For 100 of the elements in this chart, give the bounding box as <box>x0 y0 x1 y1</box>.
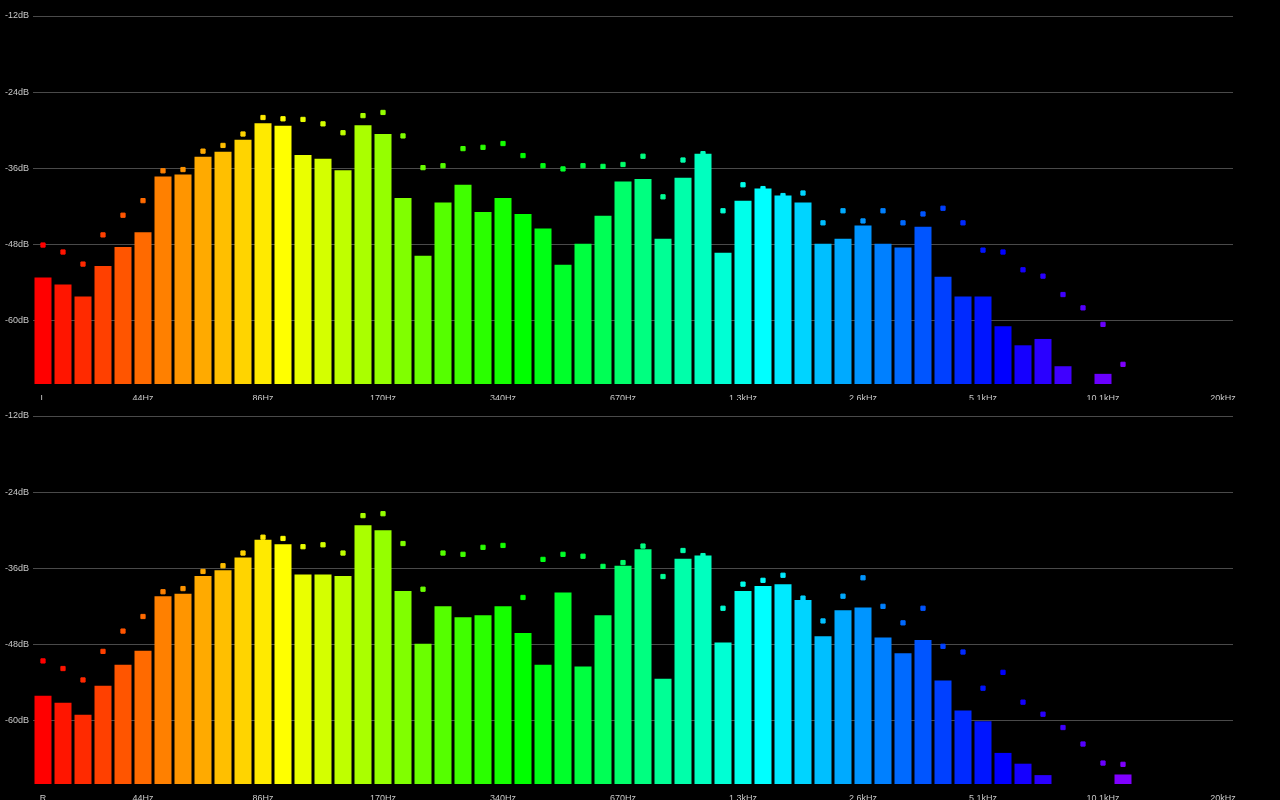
bar <box>94 685 112 784</box>
bar <box>434 202 452 384</box>
point <box>980 247 986 253</box>
bar <box>554 264 572 384</box>
point <box>1100 760 1106 766</box>
point <box>320 542 326 548</box>
point <box>780 572 786 578</box>
point <box>720 605 726 611</box>
bar <box>274 125 292 384</box>
point <box>400 133 406 139</box>
bar <box>994 326 1012 384</box>
point <box>400 540 406 547</box>
point <box>140 613 146 620</box>
bar <box>514 632 532 784</box>
bar <box>914 226 932 384</box>
point <box>860 218 866 224</box>
bar <box>54 284 72 384</box>
bar <box>874 637 892 784</box>
point <box>60 249 66 255</box>
bar <box>694 153 712 384</box>
bar <box>714 642 732 784</box>
point <box>960 649 966 655</box>
bar <box>674 177 692 384</box>
bar <box>754 586 772 784</box>
bar <box>1034 775 1052 784</box>
bar <box>914 639 932 784</box>
point <box>500 140 506 147</box>
point <box>920 605 926 611</box>
bar <box>1054 366 1072 384</box>
point <box>520 594 526 601</box>
point <box>620 161 626 168</box>
bar <box>814 243 832 384</box>
point <box>60 665 66 672</box>
point <box>820 618 826 624</box>
point <box>380 109 386 116</box>
bar <box>974 721 992 784</box>
bar <box>434 606 452 784</box>
bar <box>294 574 312 784</box>
bar <box>514 213 532 384</box>
bar <box>334 170 352 384</box>
bar <box>334 575 352 784</box>
point <box>220 563 226 569</box>
point <box>560 166 566 172</box>
bar <box>614 181 632 384</box>
bar <box>654 238 672 384</box>
x-tick-label: R <box>39 792 47 800</box>
point <box>260 534 266 540</box>
point <box>420 586 426 592</box>
point <box>660 194 666 200</box>
bar <box>894 653 912 784</box>
point <box>880 208 886 214</box>
point <box>220 142 226 149</box>
bar <box>34 277 52 384</box>
point <box>560 551 566 557</box>
point <box>340 550 346 556</box>
y-tick-label: -36dB <box>5 162 30 173</box>
bar <box>354 125 372 384</box>
bar <box>974 296 992 384</box>
point <box>540 163 546 169</box>
x-tick-label: 44Hz <box>132 792 154 800</box>
point <box>900 620 906 626</box>
point <box>1040 711 1046 717</box>
bar <box>934 680 952 784</box>
bar <box>414 255 432 384</box>
bar <box>314 158 332 384</box>
point <box>240 550 246 556</box>
x-tick-label: 44Hz <box>132 392 154 403</box>
point <box>360 512 366 519</box>
bar <box>834 238 852 384</box>
point <box>1020 267 1026 273</box>
point <box>280 116 286 122</box>
point <box>1080 305 1086 311</box>
point <box>140 198 146 204</box>
point <box>100 232 106 238</box>
bar <box>374 134 392 384</box>
point <box>860 575 866 581</box>
point <box>120 628 126 634</box>
point <box>420 165 426 171</box>
bar <box>494 198 512 384</box>
bar <box>854 607 872 784</box>
point <box>40 658 46 664</box>
point <box>740 182 746 188</box>
point <box>1080 741 1086 747</box>
point <box>320 121 326 127</box>
y-tick-label: -24dB <box>5 486 30 497</box>
y-tick-label: -48dB <box>5 638 30 649</box>
point <box>520 152 526 159</box>
point <box>980 685 986 691</box>
point <box>200 568 206 575</box>
bar <box>594 615 612 784</box>
bar <box>114 246 132 384</box>
point <box>40 242 46 248</box>
bar <box>394 198 412 384</box>
point <box>800 190 806 196</box>
bar <box>734 200 752 384</box>
bar <box>474 212 492 384</box>
point <box>580 163 586 169</box>
bar <box>394 591 412 784</box>
bar <box>894 247 912 384</box>
point <box>660 573 666 580</box>
